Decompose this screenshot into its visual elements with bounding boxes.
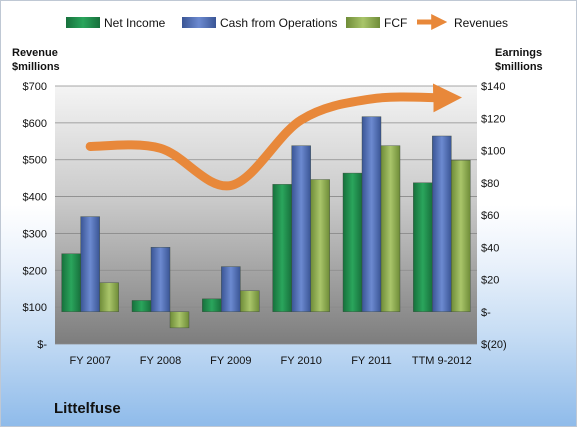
right-tick-label: $140 (481, 81, 505, 93)
legend-item-fcf: FCF (346, 16, 407, 30)
bar-cash-from-operations (221, 266, 241, 312)
right-tick-label: $100 (481, 146, 505, 158)
left-axis-ticks: $- $100 $200 $300 $400 $500 $600 $700 (23, 81, 48, 351)
legend: Net Income Cash from Operations FCF Reve… (66, 13, 508, 31)
right-axis-title-line1: Earnings (495, 47, 542, 59)
left-tick-label: $400 (23, 192, 47, 204)
left-axis-title-line1: Revenue (12, 47, 58, 59)
category-label: FY 2009 (210, 355, 251, 367)
legend-swatch-fcf (346, 17, 380, 28)
revenue-point (441, 97, 443, 99)
legend-item-cash-from-operations: Cash from Operations (182, 16, 337, 30)
right-tick-label: $60 (481, 210, 499, 222)
right-axis-ticks: $(20) $- $20 $40 $60 $80 $100 $120 $140 (481, 81, 507, 351)
revenue-point (230, 185, 232, 187)
right-tick-label: $40 (481, 242, 499, 254)
left-tick-label: $500 (23, 155, 47, 167)
bar-fcf (169, 311, 190, 329)
bar-fcf (380, 145, 401, 312)
right-tick-label: $- (481, 307, 491, 319)
legend-item-net-income: Net Income (66, 16, 166, 30)
right-tick-label: $20 (481, 275, 499, 287)
category-label: TTM 9-2012 (412, 355, 472, 367)
legend-swatch-net-income (66, 17, 100, 28)
bar-cash-from-operations (432, 135, 452, 312)
right-tick-label: $80 (481, 178, 499, 190)
category-label: FY 2007 (69, 355, 110, 367)
bar-cash-from-operations (150, 247, 171, 312)
legend-label-fcf: FCF (384, 16, 407, 30)
right-axis-title-line2: $millions (495, 61, 543, 73)
bars (61, 116, 471, 329)
left-tick-label: $600 (23, 118, 47, 130)
bar-net-income (202, 298, 222, 312)
bar-cash-from-operations (80, 216, 100, 312)
bar-net-income (342, 172, 363, 312)
bar-net-income (413, 182, 433, 312)
legend-item-revenues: Revenues (417, 13, 508, 31)
bar-net-income (272, 184, 292, 312)
bar-fcf (240, 290, 260, 312)
revenue-point (371, 98, 372, 100)
bar-fcf (99, 282, 119, 312)
bar-cash-from-operations (361, 116, 382, 312)
bar-fcf (310, 179, 330, 312)
revenue-point (160, 147, 161, 149)
left-tick-label: $200 (23, 265, 47, 277)
category-label: FY 2011 (351, 355, 392, 367)
bar-net-income (131, 300, 152, 312)
category-labels: FY 2007 FY 2008 FY 2009 FY 2010 FY 2011 TTM 9… (69, 355, 471, 367)
legend-label-cash-from-operations: Cash from Operations (220, 16, 337, 30)
left-tick-label: $- (37, 339, 47, 351)
bar-cash-from-operations (291, 145, 311, 312)
category-label: FY 2010 (280, 355, 321, 367)
bar-fcf (451, 159, 471, 312)
company-name: Littelfuse (54, 400, 121, 417)
right-tick-label: $(20) (481, 339, 507, 351)
left-tick-label: $100 (23, 302, 47, 314)
revenue-line-layer (85, 83, 462, 191)
legend-swatch-cash-from-operations (182, 17, 216, 28)
legend-label-net-income: Net Income (104, 16, 166, 30)
left-tick-label: $300 (23, 228, 47, 240)
plot-area (55, 86, 477, 344)
revenue-point (89, 145, 91, 147)
category-label: FY 2008 (140, 355, 181, 367)
bar-net-income (61, 253, 81, 312)
legend-label-revenues: Revenues (454, 16, 508, 30)
left-tick-label: $700 (23, 81, 47, 93)
left-axis-title-line2: $millions (12, 61, 60, 73)
revenue-point (300, 119, 302, 121)
revenue-line (85, 83, 462, 191)
right-tick-label: $120 (481, 113, 505, 125)
